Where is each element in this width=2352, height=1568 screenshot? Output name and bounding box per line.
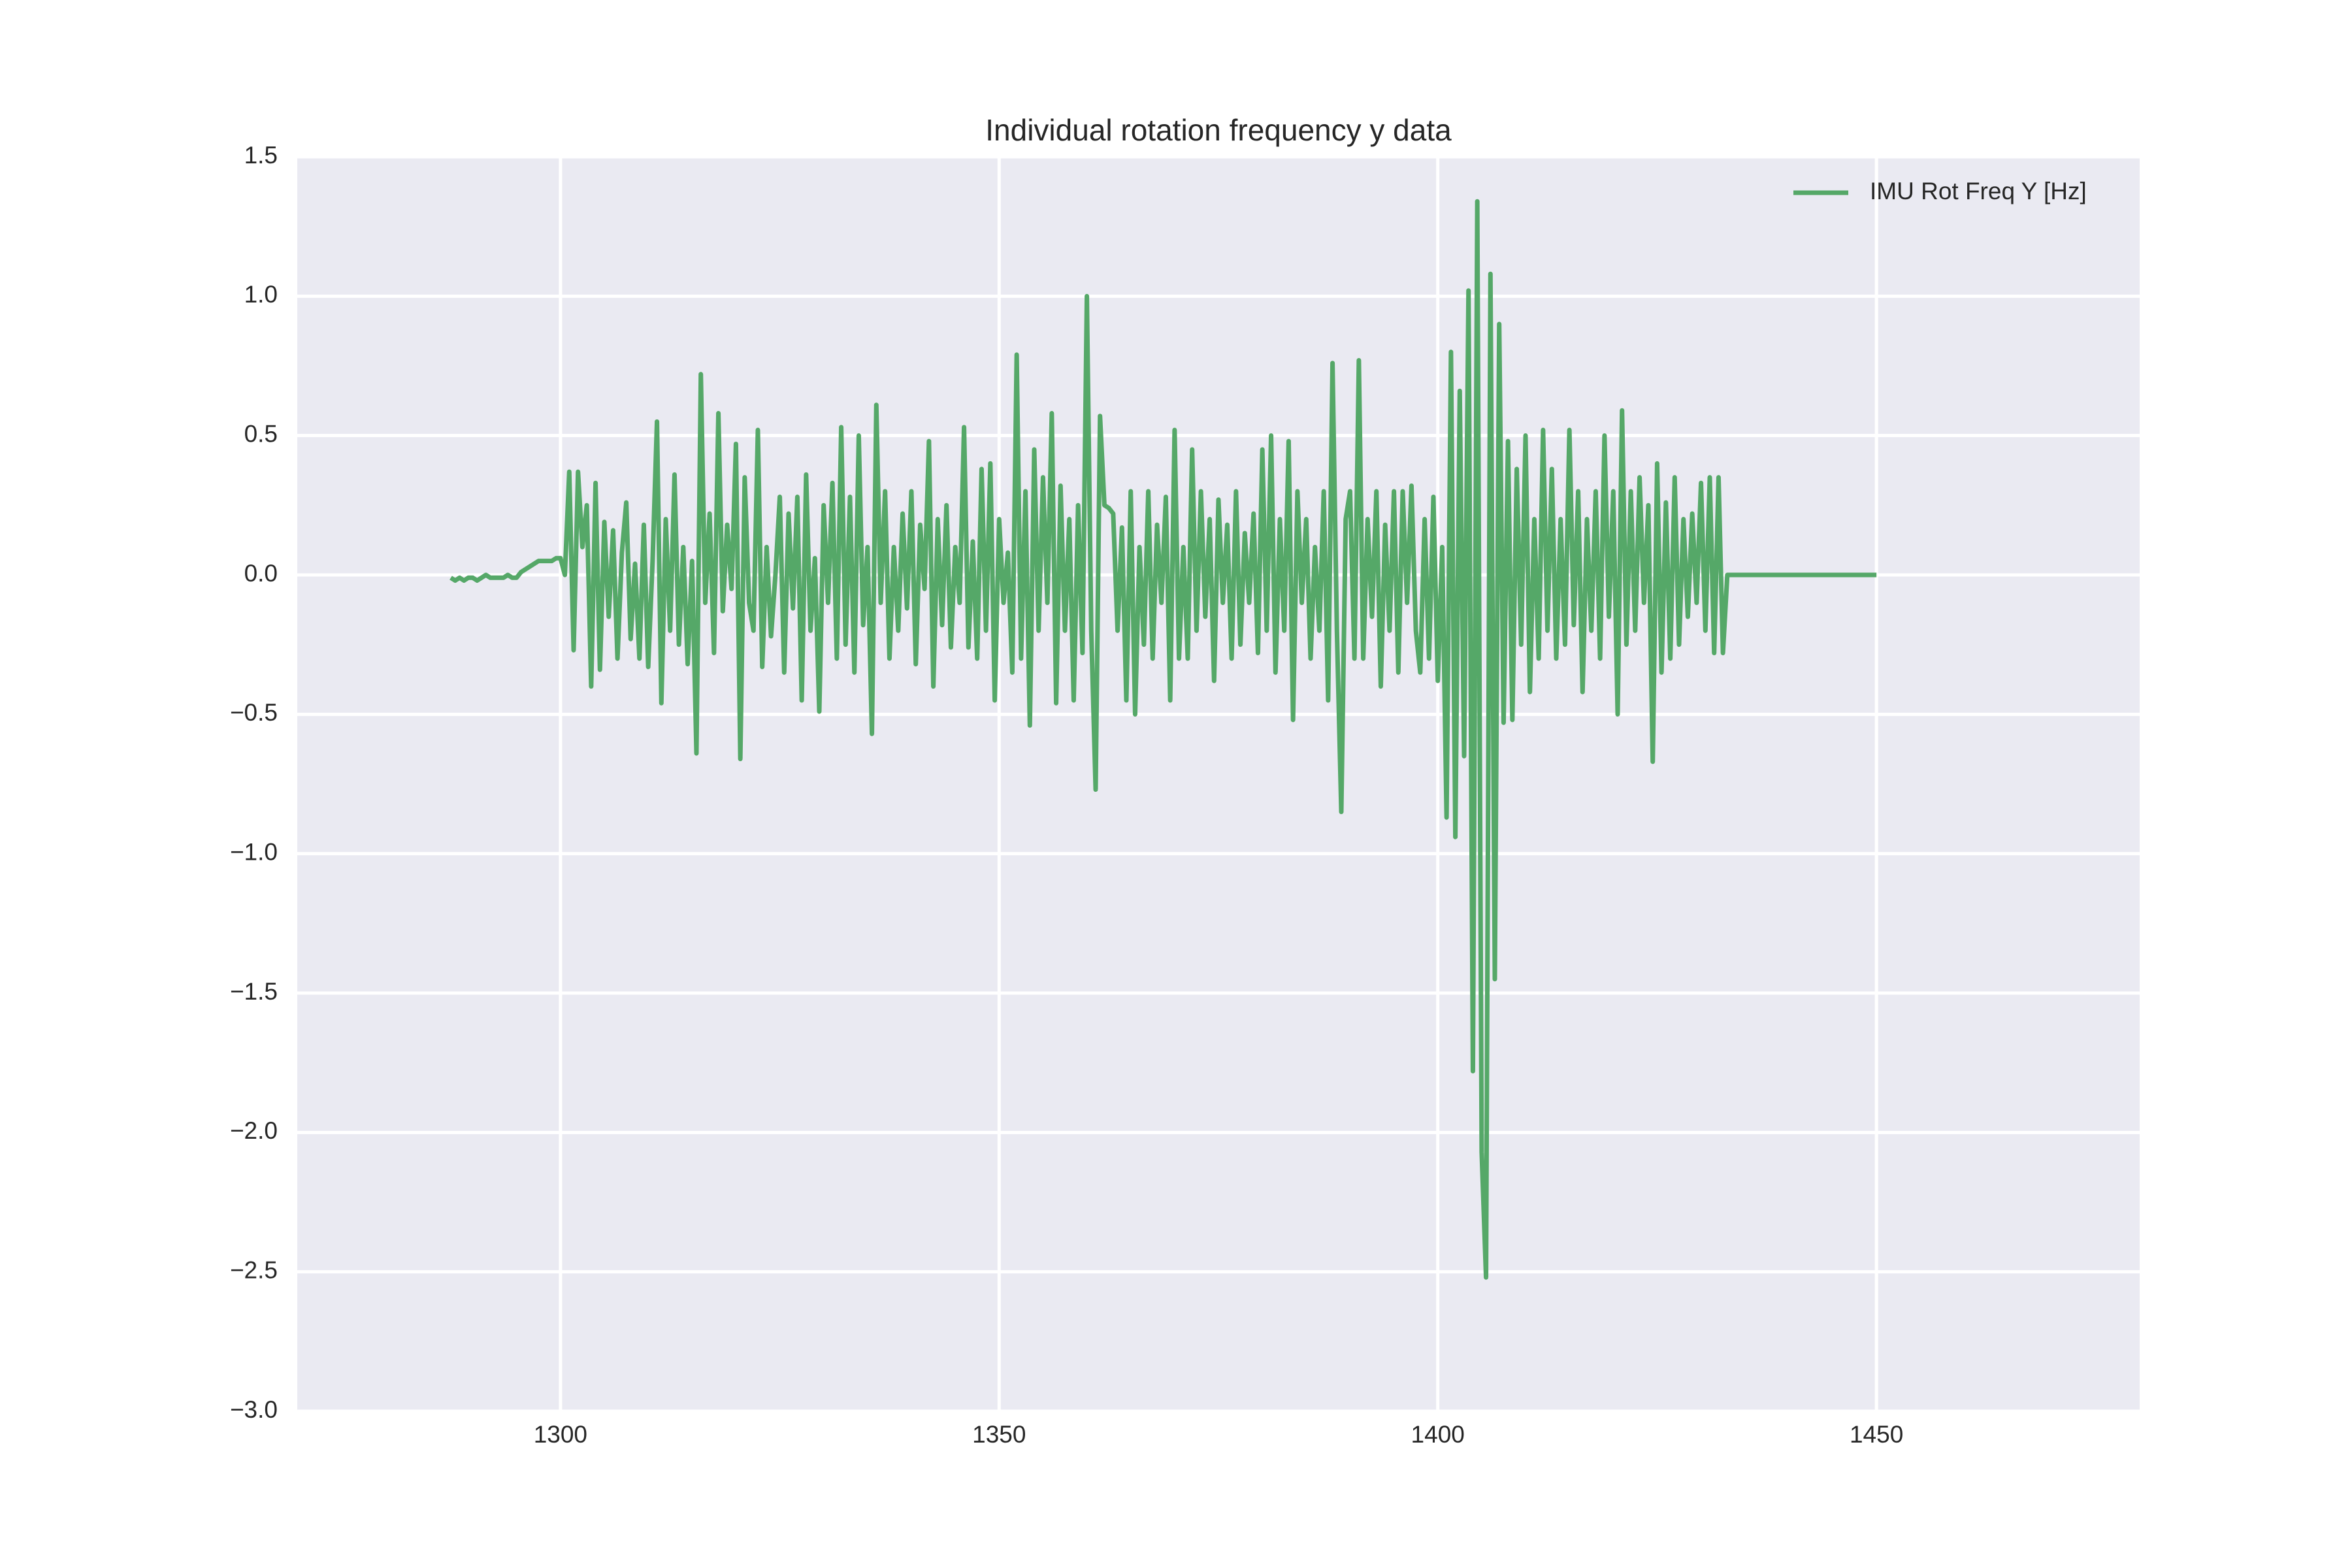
x-tick-label: 1350 [972, 1421, 1026, 1448]
y-tick-label: 0.5 [244, 420, 278, 447]
y-tick-label: −2.0 [230, 1117, 278, 1144]
plot-area [297, 157, 2140, 1411]
y-tick-label: 1.0 [244, 281, 278, 308]
y-tick-label: −0.5 [230, 699, 278, 726]
legend-label: IMU Rot Freq Y [Hz] [1870, 178, 2087, 204]
y-tick-label: −2.5 [230, 1256, 278, 1283]
y-tick-label: −3.0 [230, 1396, 278, 1423]
x-tick-label: 1450 [1850, 1421, 1903, 1448]
y-tick-label: 1.5 [244, 142, 278, 169]
y-tick-label: −1.5 [230, 978, 278, 1005]
y-tick-label: 0.0 [244, 560, 278, 587]
chart-title: Individual rotation frequency y data [985, 113, 1452, 147]
y-tick-label: −1.0 [230, 838, 278, 865]
x-tick-label: 1400 [1411, 1421, 1465, 1448]
line-series [449, 199, 1877, 1280]
x-tick-label: 1300 [534, 1421, 587, 1448]
